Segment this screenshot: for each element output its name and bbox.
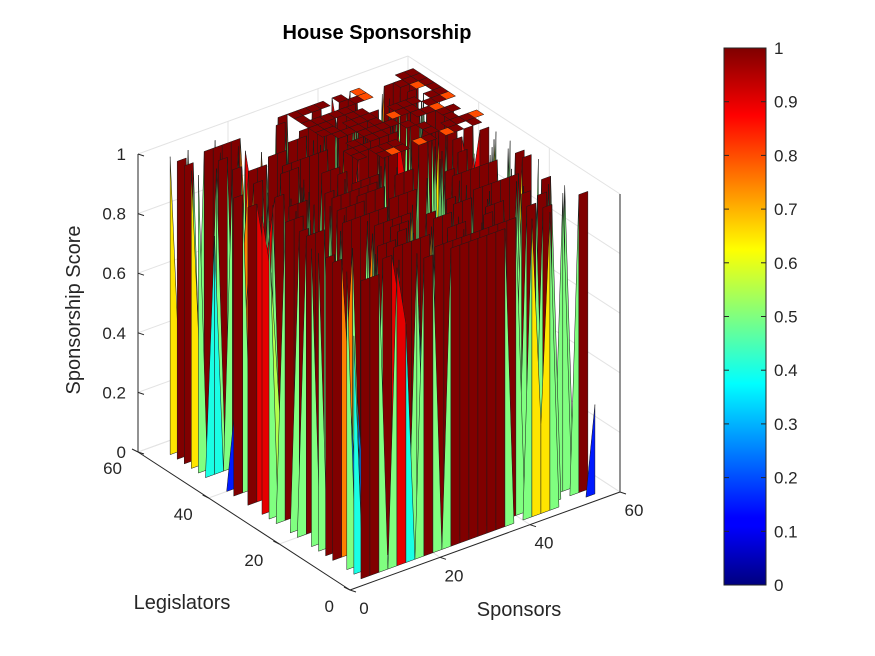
surface-ribbon — [353, 335, 364, 575]
chart-title: House Sponsorship — [283, 22, 472, 44]
z-tick-label: 1 — [117, 145, 126, 164]
surface-ribbon — [268, 221, 279, 520]
z-tick-label: 0.6 — [102, 264, 126, 283]
surface-ribbon — [378, 274, 389, 573]
surface-ribbon — [486, 231, 497, 534]
colorbar-tick-label: 0 — [774, 576, 783, 595]
z-tick-label: 0 — [117, 443, 126, 462]
surface-ribbon — [504, 228, 515, 527]
colorbar-tick-label: 0.5 — [774, 308, 798, 327]
surface-cap — [438, 91, 457, 100]
surface-cap — [465, 117, 483, 126]
surface-ribbon — [562, 193, 573, 492]
colorbar-tick-label: 0.1 — [774, 522, 798, 541]
surface-ribbon — [515, 217, 526, 516]
surface-cap — [393, 143, 411, 153]
z-tick-label: 0.4 — [102, 324, 126, 343]
colorbar: 0 0.1 0.2 0.3 0.4 0.5 0.6 0.7 0.8 0.9 1 — [723, 39, 798, 595]
surface-cap — [467, 109, 485, 119]
surface-ribbon — [318, 253, 328, 552]
colorbar-ticks: 0 0.1 0.2 0.3 0.4 0.5 0.6 0.7 0.8 0.9 1 — [724, 39, 798, 595]
y-axis-ticks: 0 20 40 60 — [103, 448, 351, 616]
x-tick-label: 0 — [359, 599, 368, 618]
colorbar-tick-label: 0.2 — [774, 469, 798, 488]
surface-ribbon — [214, 235, 224, 475]
surface-ribbon — [311, 248, 321, 548]
surface-ribbon — [247, 203, 258, 506]
surface-ribbon — [569, 194, 580, 497]
surface-plot — [169, 68, 596, 580]
colorbar-tick-label: 0.3 — [774, 415, 798, 434]
y-axis-label: Legislators — [134, 592, 231, 614]
colorbar-tick-label: 0.4 — [774, 361, 798, 380]
y-tick-label: 60 — [103, 459, 122, 478]
surface-cap — [372, 129, 390, 139]
surface-ribbon — [477, 234, 488, 537]
y-tick-label: 20 — [244, 551, 263, 570]
surface-cap — [444, 103, 462, 113]
colorbar-tick-label: 0.9 — [774, 93, 798, 112]
surface-ribbon — [549, 212, 560, 511]
surface-cap — [350, 152, 368, 161]
x-tick-label: 40 — [535, 534, 554, 553]
colorbar-tick-label: 0.6 — [774, 254, 798, 273]
surface-ribbon — [495, 228, 506, 531]
surface-cap — [356, 92, 374, 101]
surface-ribbon — [423, 254, 434, 557]
surface-ribbon — [405, 324, 416, 563]
surface-ribbon — [360, 277, 371, 580]
surface-ribbon — [198, 175, 208, 474]
surface-cap — [447, 123, 465, 133]
x-axis-label: Sponsors — [477, 599, 562, 621]
surface-ribbon — [432, 254, 443, 554]
colorbar-tick-label: 1 — [774, 39, 783, 58]
surface-ribbon — [450, 244, 461, 547]
y-tick-label: 40 — [174, 505, 193, 524]
colorbar-gradient — [723, 47, 767, 586]
surface-ribbon — [585, 404, 596, 498]
z-tick-label: 0.8 — [102, 205, 126, 224]
surface-ribbon — [459, 241, 470, 544]
colorbar-tick-label: 0.8 — [774, 146, 798, 165]
surface-ribbon — [578, 190, 589, 493]
surface-cap — [420, 133, 438, 143]
x-tick-label: 60 — [625, 501, 644, 520]
z-axis-ticks: 0 0.2 0.4 0.6 0.8 1 — [102, 145, 145, 462]
x-axis-ticks: 0 20 40 60 — [349, 491, 644, 618]
colorbar-tick-label: 0.7 — [774, 200, 798, 219]
surface-ribbon — [346, 271, 357, 571]
surface-cap — [313, 100, 331, 110]
z-tick-label: 0.2 — [102, 383, 126, 402]
surface-ribbon — [369, 273, 380, 576]
y-tick-label: 0 — [325, 597, 334, 616]
surface-ribbon — [468, 238, 479, 541]
axes-box — [137, 154, 621, 591]
surface-ribbon — [233, 194, 243, 497]
x-tick-label: 20 — [445, 566, 464, 585]
surface-ribbon — [332, 258, 342, 561]
z-axis-label: Sponsorship Score — [63, 226, 85, 395]
